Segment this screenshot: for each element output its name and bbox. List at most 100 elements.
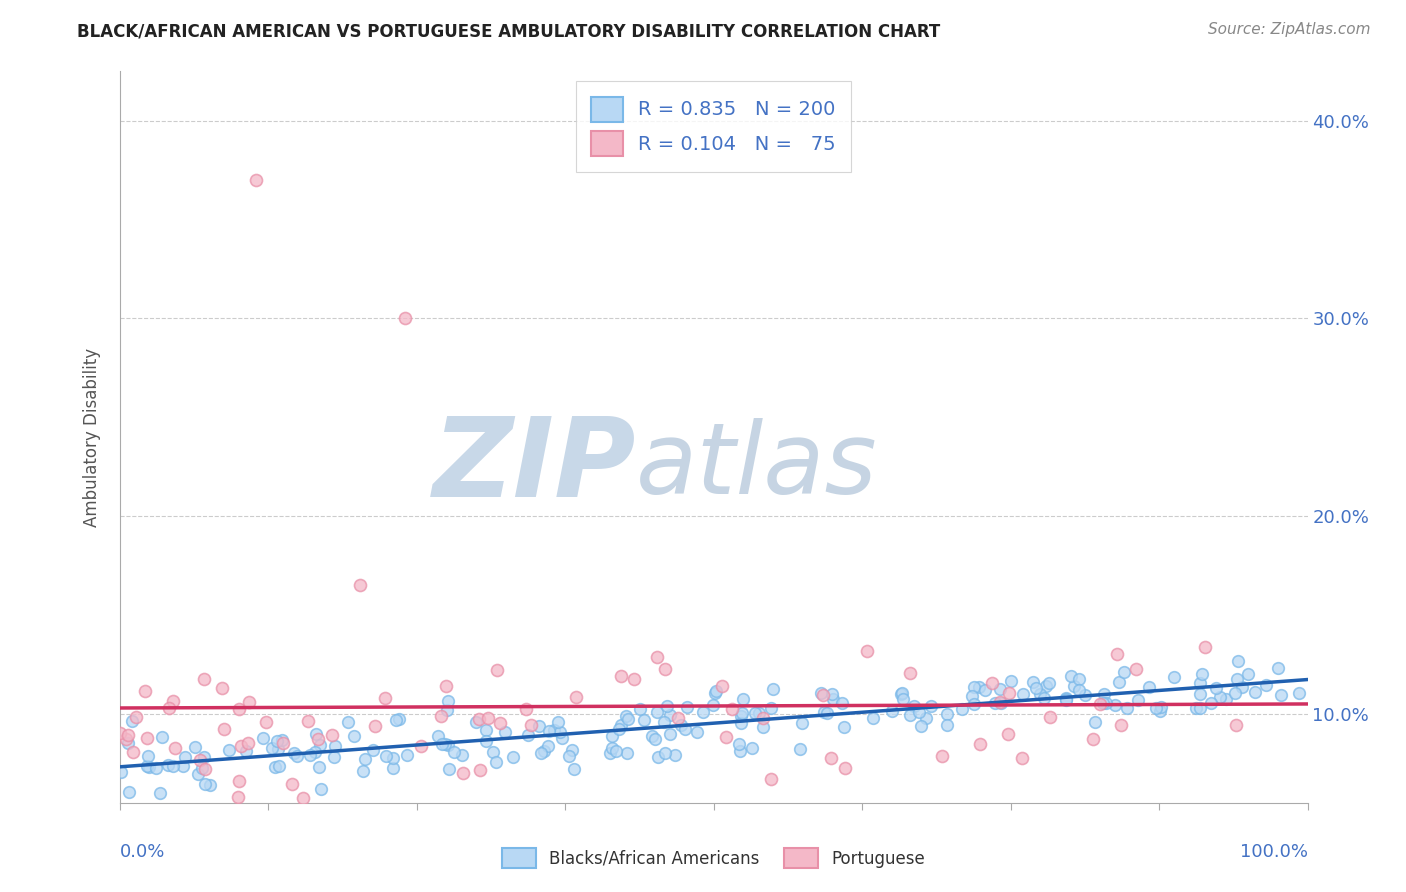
Point	[1126, 693, 1149, 707]
Point	[730, 709, 752, 723]
Point	[443, 745, 465, 759]
Point	[1012, 687, 1035, 701]
Point	[1254, 678, 1277, 692]
Point	[1185, 701, 1208, 715]
Point	[211, 681, 233, 696]
Point	[190, 753, 212, 767]
Legend: Blacks/African Americans, Portuguese: Blacks/African Americans, Portuguese	[496, 841, 931, 875]
Point	[235, 744, 257, 758]
Point	[136, 759, 159, 773]
Point	[285, 749, 308, 764]
Point	[174, 750, 197, 764]
Point	[1107, 647, 1129, 661]
Point	[191, 762, 214, 776]
Point	[218, 742, 240, 756]
Point	[702, 698, 724, 713]
Point	[547, 715, 569, 730]
Point	[352, 764, 374, 778]
Point	[283, 746, 305, 760]
Point	[599, 746, 621, 760]
Point	[361, 742, 384, 756]
Point	[623, 672, 645, 686]
Point	[485, 755, 508, 769]
Point	[228, 702, 250, 716]
Point	[321, 728, 343, 742]
Point	[271, 732, 294, 747]
Point	[150, 731, 173, 745]
Point	[815, 706, 838, 720]
Point	[163, 741, 186, 756]
Point	[1188, 700, 1211, 714]
Point	[1011, 751, 1033, 765]
Point	[759, 772, 782, 786]
Point	[1144, 701, 1167, 715]
Point	[519, 717, 541, 731]
Point	[437, 738, 460, 752]
Point	[1191, 667, 1213, 681]
Point	[236, 736, 259, 750]
Point	[1270, 688, 1292, 702]
Point	[156, 758, 179, 772]
Point	[1063, 680, 1085, 694]
Point	[134, 683, 156, 698]
Point	[226, 790, 249, 805]
Point	[561, 743, 583, 757]
Point	[434, 737, 457, 751]
Point	[1227, 654, 1250, 668]
Point	[862, 711, 884, 725]
Point	[891, 692, 914, 706]
Point	[1243, 684, 1265, 698]
Point	[187, 767, 209, 781]
Point	[238, 694, 260, 708]
Point	[1095, 696, 1118, 710]
Point	[748, 706, 770, 720]
Point	[1188, 687, 1211, 701]
Point	[117, 729, 139, 743]
Point	[382, 751, 405, 765]
Point	[395, 748, 418, 763]
Point	[256, 714, 278, 729]
Point	[898, 707, 921, 722]
Point	[363, 719, 385, 733]
Point	[515, 701, 537, 715]
Point	[935, 707, 957, 722]
Point	[950, 702, 973, 716]
Point	[1074, 688, 1097, 702]
Point	[267, 742, 290, 756]
Text: atlas: atlas	[637, 417, 877, 515]
Point	[1022, 674, 1045, 689]
Point	[741, 740, 763, 755]
Point	[675, 699, 697, 714]
Point	[633, 713, 655, 727]
Point	[1104, 698, 1126, 712]
Point	[516, 728, 538, 742]
Point	[762, 682, 785, 697]
Point	[309, 781, 332, 796]
Point	[607, 722, 630, 736]
Point	[915, 711, 938, 725]
Point	[654, 662, 676, 676]
Point	[669, 718, 692, 732]
Point	[1038, 676, 1060, 690]
Point	[1000, 674, 1022, 689]
Point	[647, 750, 669, 764]
Point	[616, 746, 638, 760]
Point	[558, 748, 581, 763]
Point	[194, 762, 217, 776]
Point	[157, 700, 180, 714]
Text: BLACK/AFRICAN AMERICAN VS PORTUGUESE AMBULATORY DISABILITY CORRELATION CHART: BLACK/AFRICAN AMERICAN VS PORTUGUESE AMB…	[77, 22, 941, 40]
Point	[728, 744, 751, 758]
Point	[704, 684, 727, 698]
Point	[1035, 679, 1057, 693]
Point	[1125, 662, 1147, 676]
Point	[1189, 676, 1212, 690]
Point	[1194, 640, 1216, 654]
Point	[1069, 683, 1091, 698]
Point	[1163, 670, 1185, 684]
Point	[1059, 668, 1081, 682]
Point	[920, 698, 942, 713]
Point	[969, 737, 991, 751]
Point	[813, 705, 835, 719]
Point	[1054, 692, 1077, 706]
Point	[810, 686, 832, 700]
